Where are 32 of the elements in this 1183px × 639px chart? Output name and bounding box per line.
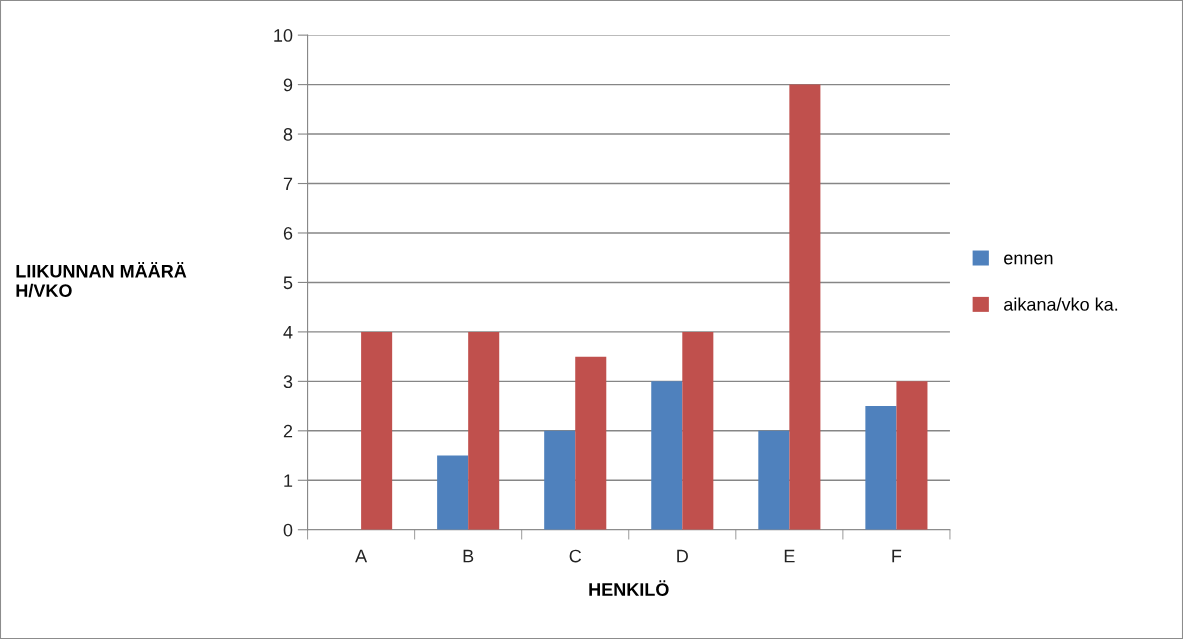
bar bbox=[651, 381, 683, 530]
bar bbox=[896, 381, 928, 530]
x-tick-label: B bbox=[463, 549, 474, 563]
bar bbox=[575, 356, 607, 530]
y-axis-title: LIIKUNNAN MÄÄRÄ H/VKO bbox=[16, 261, 187, 298]
y-tick-label: 0 bbox=[283, 523, 293, 537]
y-tick-label: 5 bbox=[283, 276, 293, 290]
y-tick-label: 2 bbox=[283, 424, 293, 438]
bar bbox=[865, 406, 897, 530]
y-tick-label: 4 bbox=[283, 326, 293, 339]
bar bbox=[361, 331, 393, 530]
x-axis-title: HENKILÖ bbox=[589, 580, 669, 596]
x-tick-label: A bbox=[355, 549, 368, 563]
y-tick-label: 9 bbox=[283, 78, 293, 92]
y-tick-label: 7 bbox=[283, 177, 293, 191]
legend-label: ennen bbox=[1004, 254, 1053, 265]
bar bbox=[437, 455, 469, 530]
y-tick-label: 1 bbox=[284, 474, 293, 487]
bar bbox=[544, 430, 576, 530]
bar bbox=[682, 331, 714, 530]
bar bbox=[468, 331, 500, 530]
x-tick-label: E bbox=[784, 549, 795, 563]
y-tick-label: 8 bbox=[283, 128, 293, 141]
x-tick-label: C bbox=[569, 549, 582, 563]
bar bbox=[789, 84, 821, 530]
y-tick-label: 3 bbox=[283, 375, 293, 389]
x-tick-label: D bbox=[677, 549, 688, 563]
y-tick-label: 6 bbox=[283, 226, 293, 240]
y-tick-label: 10 bbox=[274, 29, 293, 42]
x-tick-label: F bbox=[892, 549, 902, 563]
bar bbox=[758, 430, 790, 530]
legend-label: aikana/vko ka. bbox=[1004, 297, 1118, 311]
